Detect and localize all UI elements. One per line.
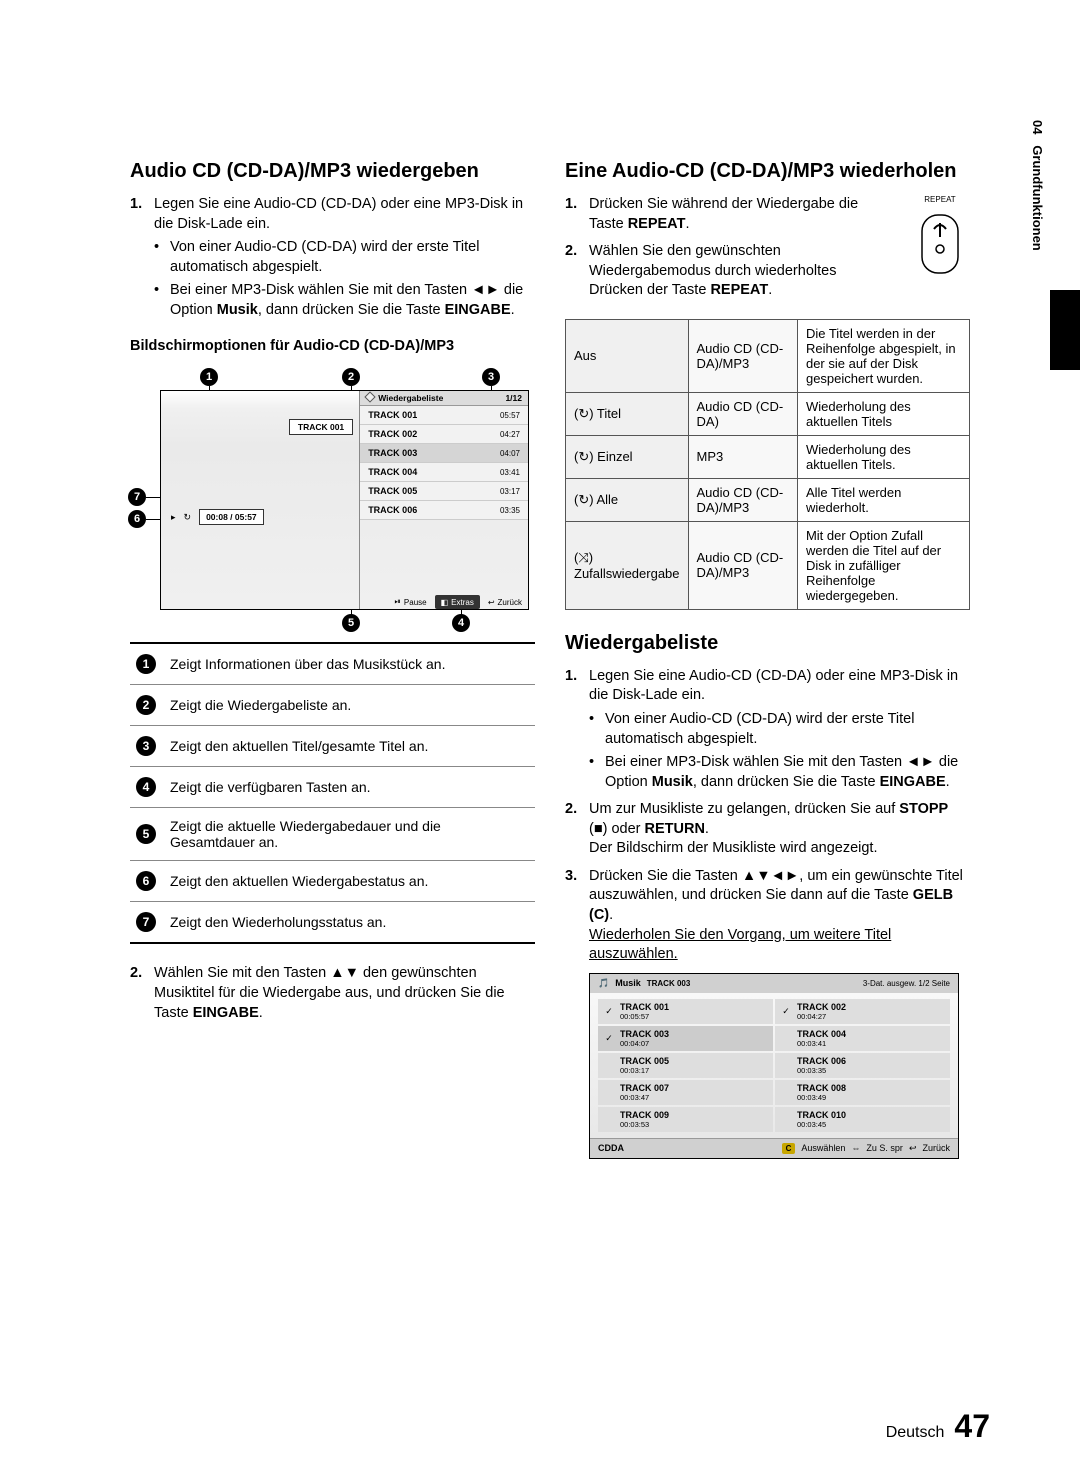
right-step-1: Drücken Sie während der Wiedergabe die T… [565,195,865,234]
legend-row: 4Zeigt die verfügbaren Tasten an. [130,767,535,808]
table-row: (↻) TitelAudio CD (CD-DA)Wiederholung de… [566,392,970,435]
table-row: AusAudio CD (CD-DA)/MP3Die Titel werden … [566,319,970,392]
left-step1-bullet2: Bei einer MP3-Disk wählen Sie mit den Ta… [154,281,535,320]
legend-row: 7Zeigt den Wiederholungsstatus an. [130,902,535,942]
player-time: 00:08 / 05:57 [199,509,264,525]
music-icon: 🎵 [598,978,609,989]
play-icon: ▸ [171,512,176,523]
music-list-cell: TRACK 00900:03:53 [598,1107,773,1132]
music-list-grid: ✓TRACK 00100:05:57✓TRACK 00200:04:27✓TRA… [590,993,958,1138]
music-list-cell: TRACK 01000:03:45 [775,1107,950,1132]
yellow-c-button-icon: C [782,1143,796,1154]
legend-row: 2Zeigt die Wiedergabeliste an. [130,685,535,726]
callout-1: 1 [200,368,218,386]
back-hint: ↩Zurück [482,595,528,609]
playlist-heading: Wiedergabeliste [565,632,970,655]
player-bottom-bar: ⏯Pause ◧Extras ↩Zurück [387,595,528,609]
callout-4: 4 [452,614,470,632]
table-row: (↻) EinzelMP3Wiederholung des aktuellen … [566,435,970,478]
repeat-status-icon: ↻ [184,512,192,523]
playlist-row: TRACK 00403:41 [360,463,528,482]
music-list-cell: ✓TRACK 00300:04:07 [598,1026,773,1051]
legend-row: 3Zeigt den aktuellen Titel/gesamte Titel… [130,726,535,767]
music-list-cell: TRACK 00500:03:17 [598,1053,773,1078]
playlist-row: TRACK 00304:07 [360,444,528,463]
player-right-pane: Wiedergabeliste 1/12 TRACK 00105:57TRACK… [359,391,528,609]
b-step-3: Drücken Sie die Tasten ▲▼◄►, um ein gewü… [565,867,970,965]
music-list-screen: 🎵 Musik TRACK 003 3-Dat. ausgew. 1/2 Sei… [589,973,959,1159]
pause-hint: ⏯Pause [389,595,433,609]
right-step-2: Wählen Sie den gewünschten Wiedergabemod… [565,242,865,301]
table-row: (⤨) ZufallswiedergabeAudio CD (CD-DA)/MP… [566,521,970,609]
callout-2: 2 [342,368,360,386]
music-list-cell: TRACK 00800:03:49 [775,1080,950,1105]
page-footer: Deutsch 47 [886,1408,990,1445]
b-step-2: Um zur Musikliste zu gelangen, drücken S… [565,800,970,859]
music-list-footer: CDDA C Auswählen ⇔ Zu S. spr ↩ Zurück [590,1138,958,1158]
right-column: Eine Audio-CD (CD-DA)/MP3 wiederholen RE… [565,160,970,1159]
player-current-track: TRACK 001 [289,419,353,435]
left-subheading: Bildschirmoptionen für Audio-CD (CD-DA)/… [130,338,535,354]
b-step-1: Legen Sie eine Audio-CD (CD-DA) oder ein… [565,667,970,792]
playlist-row: TRACK 00503:17 [360,482,528,501]
music-list-cell: TRACK 00600:03:35 [775,1053,950,1078]
player-status-row: ▸ ↻ 00:08 / 05:57 [171,509,264,525]
callout-3: 3 [482,368,500,386]
left-step1-bullet1: Von einer Audio-CD (CD-DA) wird der erst… [154,238,535,277]
callout-legend-table: 1Zeigt Informationen über das Musikstück… [130,642,535,944]
playlist-header: Wiedergabeliste 1/12 [360,391,528,406]
playlist-rows: TRACK 00105:57TRACK 00204:27TRACK 00304:… [360,406,528,520]
left-step-2: Wählen Sie mit den Tasten ▲▼ den gewünsc… [130,964,535,1023]
callout-5: 5 [342,614,360,632]
callout-7: 7 [128,488,146,506]
extras-hint: ◧Extras [435,595,480,609]
right-heading: Eine Audio-CD (CD-DA)/MP3 wiederholen [565,160,970,183]
repeat-mode-table: AusAudio CD (CD-DA)/MP3Die Titel werden … [565,319,970,610]
player-screen: TRACK 001 ▸ ↻ 00:08 / 05:57 Wiedergabeli… [160,390,529,610]
music-list-cell: TRACK 00700:03:47 [598,1080,773,1105]
player-left-pane: TRACK 001 ▸ ↻ 00:08 / 05:57 [161,391,359,609]
remote-repeat-icon: REPEAT [910,195,970,289]
table-row: (↻) AlleAudio CD (CD-DA)/MP3Alle Titel w… [566,478,970,521]
music-list-cell: TRACK 00400:03:41 [775,1026,950,1051]
playlist-row: TRACK 00105:57 [360,406,528,425]
music-list-cell: ✓TRACK 00200:04:27 [775,999,950,1024]
left-step-1: Legen Sie eine Audio-CD (CD-DA) oder ein… [130,195,535,320]
left-column: Audio CD (CD-DA)/MP3 wiedergeben Legen S… [130,160,535,1159]
legend-row: 1Zeigt Informationen über das Musikstück… [130,644,535,685]
legend-row: 5Zeigt die aktuelle Wiedergabedauer und … [130,808,535,861]
callout-6: 6 [128,510,146,528]
left-heading: Audio CD (CD-DA)/MP3 wiedergeben [130,160,535,183]
playlist-counter: 1/12 [505,393,522,403]
music-list-cell: ✓TRACK 00100:05:57 [598,999,773,1024]
playlist-row: TRACK 00204:27 [360,425,528,444]
legend-row: 6Zeigt den aktuellen Wiedergabestatus an… [130,861,535,902]
playlist-row: TRACK 00603:35 [360,501,528,520]
music-list-header: 🎵 Musik TRACK 003 3-Dat. ausgew. 1/2 Sei… [590,974,958,993]
player-diagram: 1 2 3 7 6 5 4 TRACK 001 ▸ ↻ [130,370,535,616]
